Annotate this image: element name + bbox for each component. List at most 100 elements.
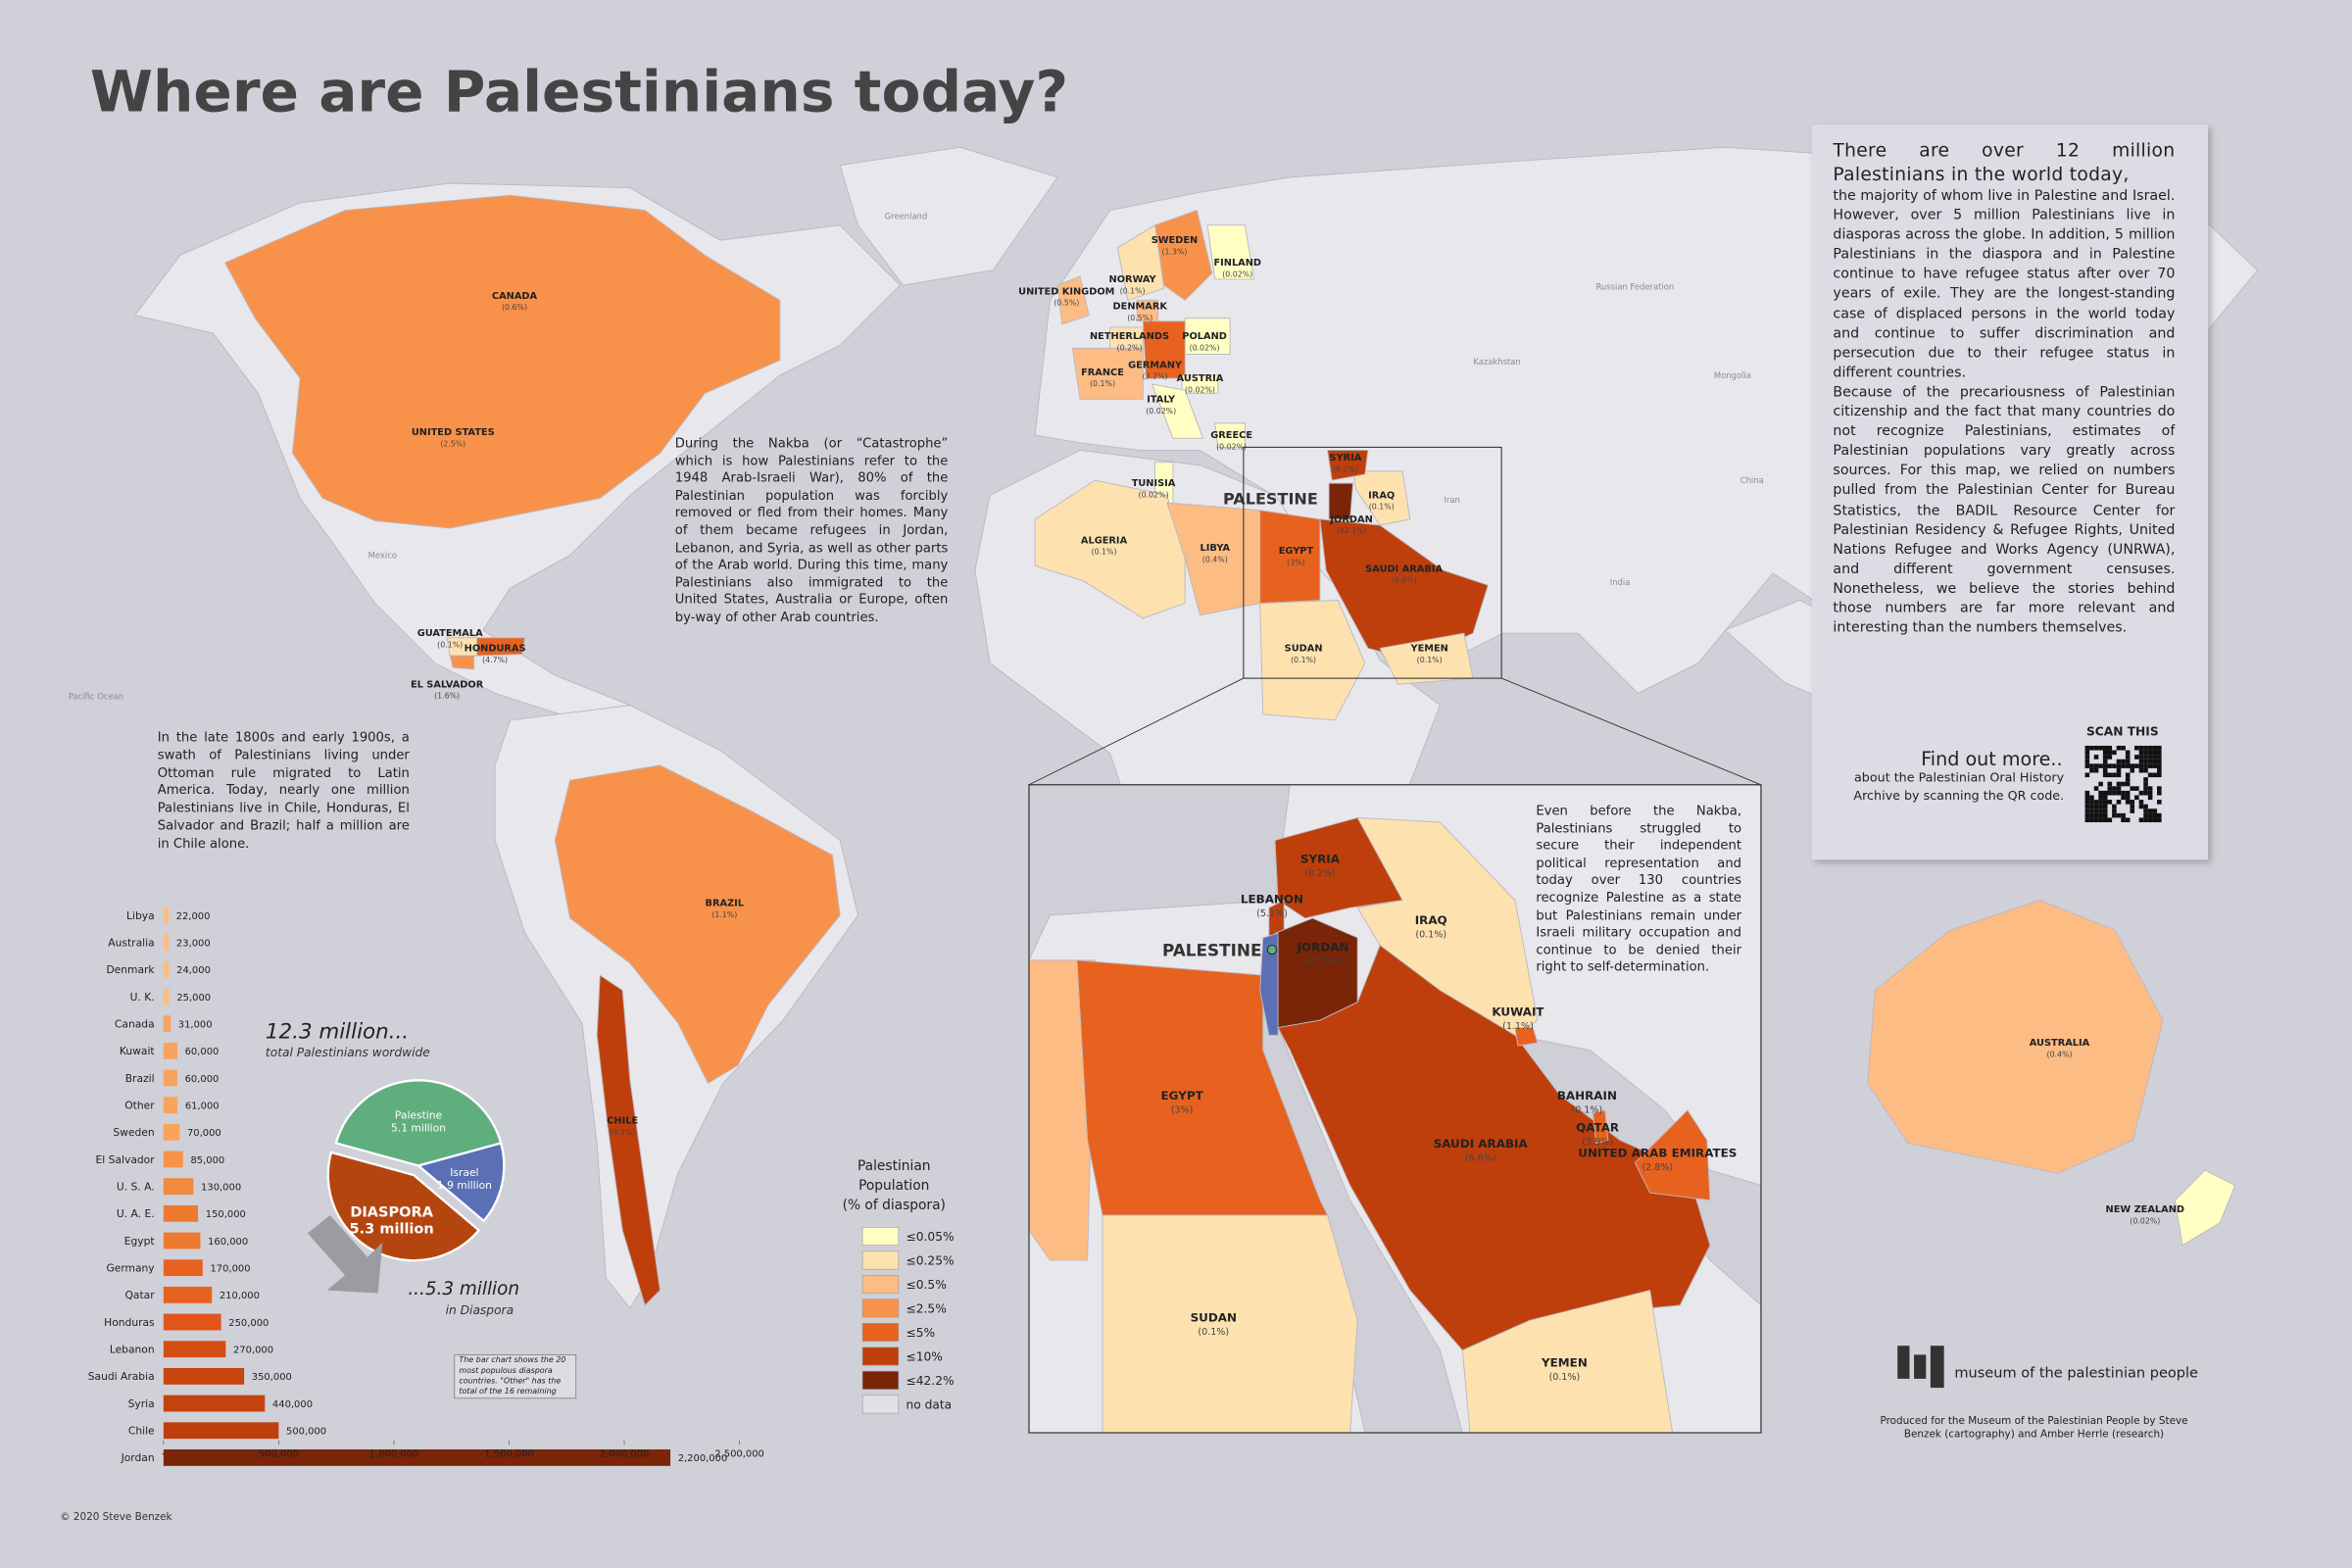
legend-swatch xyxy=(861,1298,900,1318)
qr-cell xyxy=(2116,772,2122,778)
qr-cell xyxy=(2102,759,2108,764)
qr-cell xyxy=(2089,763,2094,768)
bar-category: Libya xyxy=(126,909,155,922)
bar xyxy=(163,1069,177,1087)
qr-cell xyxy=(2147,745,2153,751)
pie-slice xyxy=(334,1079,503,1167)
bar-category: U. K. xyxy=(130,991,155,1004)
country xyxy=(449,655,475,670)
country-label: QATAR xyxy=(1576,1120,1619,1134)
country-share: (0.02%) xyxy=(1146,407,1176,416)
bar-value-label: 350,000 xyxy=(252,1372,292,1383)
palestine-dot xyxy=(1266,945,1278,956)
country-share: (0.1%) xyxy=(437,641,463,650)
country-label: HONDURAS xyxy=(465,644,526,655)
bar-category: Other xyxy=(124,1099,155,1111)
qr-cell xyxy=(2093,817,2099,823)
place-label: Mexico xyxy=(368,551,397,561)
country-label: NETHERLANDS xyxy=(1090,331,1169,342)
qr-cell xyxy=(2112,786,2117,791)
country-label: ALGERIA xyxy=(1081,535,1128,546)
country-label: BAHRAIN xyxy=(1557,1089,1617,1102)
bar-category: Canada xyxy=(115,1017,155,1030)
qr-cell xyxy=(2130,786,2135,791)
qr-cell xyxy=(2084,808,2090,813)
qr-cell xyxy=(2152,745,2158,751)
qr-cell xyxy=(2157,817,2162,823)
qr-cell xyxy=(2147,817,2153,823)
qr-text: about the Palestinian Oral History Archi… xyxy=(1853,769,2065,804)
bar-category: Saudi Arabia xyxy=(88,1370,155,1383)
qr-cell xyxy=(2125,755,2131,760)
country xyxy=(2174,1169,2236,1247)
pie-value-label: 5.1 million xyxy=(391,1122,446,1135)
qr-cell xyxy=(2138,804,2144,809)
country-share: (0.1%) xyxy=(1090,379,1115,388)
latin-text: In the late 1800s and early 1900s, a swa… xyxy=(157,730,410,853)
qr-cell xyxy=(2093,800,2099,805)
title: Where are Palestinians today? xyxy=(90,59,1068,125)
qr-cell xyxy=(2157,750,2162,756)
inset-note: Even before the Nakba, Palestinians stru… xyxy=(1536,805,1741,976)
latin-note: In the late 1800s and early 1900s, a swa… xyxy=(157,730,410,853)
inset-map xyxy=(1029,784,1761,1433)
country-label: EGYPT xyxy=(1279,546,1314,557)
qr-cell xyxy=(2147,808,2153,813)
legend-swatch xyxy=(861,1250,900,1270)
qr-cell xyxy=(2107,790,2113,796)
country-share: (1.1%) xyxy=(1502,1021,1534,1032)
country xyxy=(1514,1027,1539,1047)
qr-cell xyxy=(2152,750,2158,756)
bar-category: Australia xyxy=(108,936,154,949)
qr-cell xyxy=(2093,767,2099,773)
qr-cell xyxy=(2157,759,2162,764)
country-share: (0.02%) xyxy=(1185,385,1215,394)
qr-cell xyxy=(2102,800,2108,805)
intro-body: Because of the precariousness of Palesti… xyxy=(1833,383,2176,637)
qr-cell xyxy=(2102,772,2108,778)
country-label: EGYPT xyxy=(1161,1089,1204,1102)
qr-cell xyxy=(2107,786,2113,791)
logo-mark xyxy=(1897,1346,1944,1389)
qr-cell xyxy=(2102,750,2108,756)
qr-cell xyxy=(2152,763,2158,768)
qr-cell xyxy=(2084,790,2090,796)
qr-cell xyxy=(2116,767,2122,773)
qr-cell xyxy=(2134,755,2139,760)
pie-slice xyxy=(416,1142,506,1223)
intro-lead: There are over 12 million Palestinians i… xyxy=(1833,139,2176,184)
qr-cell xyxy=(2102,795,2108,801)
qr-cell xyxy=(2102,755,2108,760)
qr-cell xyxy=(2147,786,2153,791)
bar xyxy=(163,1448,671,1466)
qr-cell xyxy=(2084,745,2090,751)
qr-cell xyxy=(2138,790,2144,796)
qr-cell xyxy=(2125,750,2131,756)
country-label: AUSTRIA xyxy=(1177,373,1224,384)
legend-label: ≤5% xyxy=(906,1326,935,1340)
country-label: GERMANY xyxy=(1128,360,1183,370)
qr-cell xyxy=(2107,745,2113,751)
country xyxy=(1634,1109,1711,1201)
qr-cell xyxy=(2121,790,2126,796)
legend-label: ≤0.25% xyxy=(906,1254,954,1268)
qr-cell xyxy=(2089,808,2094,813)
qr-cell xyxy=(2147,750,2153,756)
qr-cell xyxy=(2093,804,2099,809)
country xyxy=(1166,502,1261,616)
country-label: CANADA xyxy=(492,291,538,302)
bar xyxy=(163,1367,245,1385)
bar-category: Syria xyxy=(128,1397,155,1410)
qr-cell xyxy=(2125,800,2131,805)
country xyxy=(1206,224,1255,280)
qr-cell xyxy=(2130,804,2135,809)
qr-cell xyxy=(2138,800,2144,805)
legend-title: Palestinian xyxy=(858,1158,931,1174)
qr-cell xyxy=(2121,795,2126,801)
qr-cell xyxy=(2098,790,2103,796)
qr-cell xyxy=(2112,772,2117,778)
bar xyxy=(163,906,170,924)
qr-cell xyxy=(2143,790,2148,796)
qr-cell xyxy=(2107,750,2113,756)
